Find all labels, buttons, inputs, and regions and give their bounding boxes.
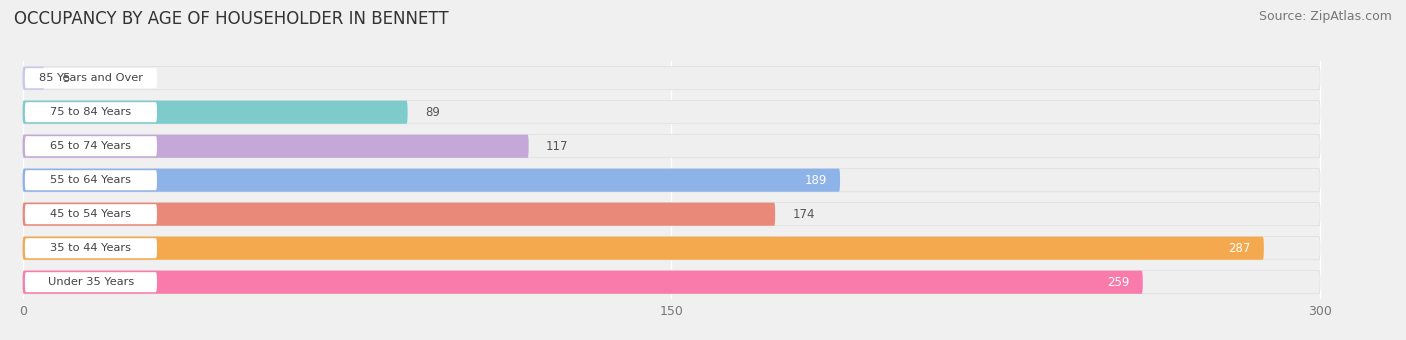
FancyBboxPatch shape xyxy=(25,136,157,156)
FancyBboxPatch shape xyxy=(25,170,157,190)
FancyBboxPatch shape xyxy=(25,68,157,88)
Text: 35 to 44 Years: 35 to 44 Years xyxy=(51,243,131,253)
FancyBboxPatch shape xyxy=(22,237,1264,260)
FancyBboxPatch shape xyxy=(22,203,775,226)
Text: 75 to 84 Years: 75 to 84 Years xyxy=(51,107,132,117)
Text: 189: 189 xyxy=(804,174,827,187)
FancyBboxPatch shape xyxy=(22,237,1320,260)
Text: Under 35 Years: Under 35 Years xyxy=(48,277,134,287)
Text: 55 to 64 Years: 55 to 64 Years xyxy=(51,175,131,185)
FancyBboxPatch shape xyxy=(22,101,408,124)
Text: 89: 89 xyxy=(425,106,440,119)
FancyBboxPatch shape xyxy=(25,204,157,224)
Text: 259: 259 xyxy=(1108,276,1130,289)
Text: Source: ZipAtlas.com: Source: ZipAtlas.com xyxy=(1258,10,1392,23)
Text: 85 Years and Over: 85 Years and Over xyxy=(39,73,143,83)
FancyBboxPatch shape xyxy=(22,203,1320,226)
FancyBboxPatch shape xyxy=(22,67,45,90)
FancyBboxPatch shape xyxy=(22,169,839,192)
Text: 174: 174 xyxy=(793,208,815,221)
Text: 117: 117 xyxy=(546,140,568,153)
Text: 45 to 54 Years: 45 to 54 Years xyxy=(51,209,131,219)
FancyBboxPatch shape xyxy=(25,238,157,258)
Text: 5: 5 xyxy=(62,72,69,85)
Text: 65 to 74 Years: 65 to 74 Years xyxy=(51,141,131,151)
FancyBboxPatch shape xyxy=(25,272,157,292)
FancyBboxPatch shape xyxy=(22,271,1320,294)
FancyBboxPatch shape xyxy=(25,102,157,122)
FancyBboxPatch shape xyxy=(22,101,1320,124)
FancyBboxPatch shape xyxy=(22,67,1320,90)
FancyBboxPatch shape xyxy=(22,135,1320,158)
FancyBboxPatch shape xyxy=(22,271,1143,294)
FancyBboxPatch shape xyxy=(22,135,529,158)
Text: OCCUPANCY BY AGE OF HOUSEHOLDER IN BENNETT: OCCUPANCY BY AGE OF HOUSEHOLDER IN BENNE… xyxy=(14,10,449,28)
FancyBboxPatch shape xyxy=(22,169,1320,192)
Text: 287: 287 xyxy=(1229,242,1251,255)
